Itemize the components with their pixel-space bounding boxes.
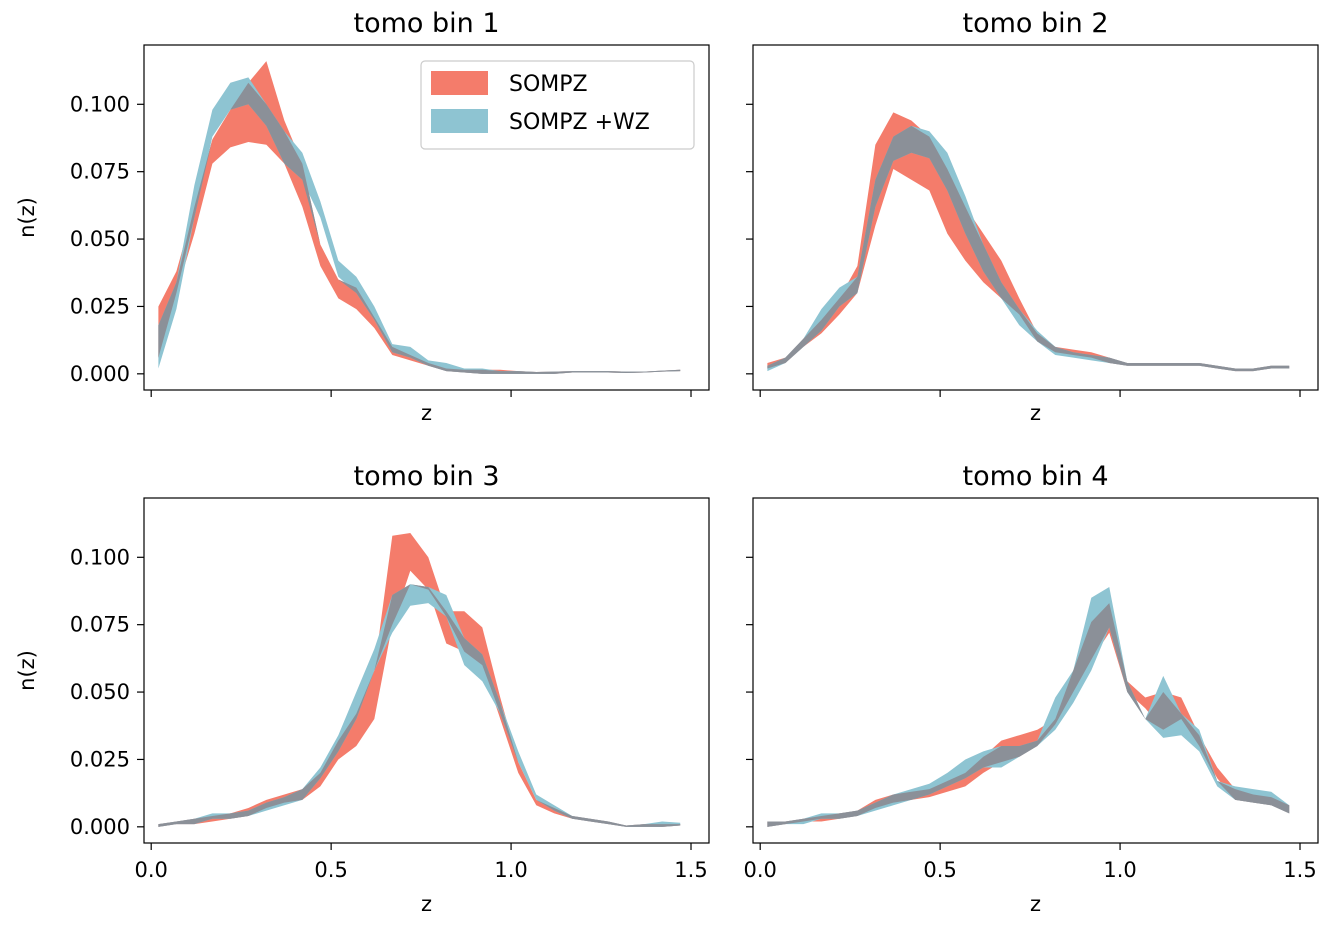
x-axis-label: z: [421, 892, 432, 916]
x-tick-label: 1.5: [1283, 858, 1316, 882]
legend-label: SOMPZ: [509, 72, 588, 97]
panel-3: 0.0 0.5 1.0 1.5 0.000 0.025 0.050 0.075 0.100 tom…: [15, 461, 710, 916]
band-sompz-wz: [158, 584, 681, 827]
x-axis-label: z: [1030, 892, 1041, 916]
panel-title: tomo bin 1: [353, 8, 499, 39]
panel-1: 0.000 0.025 0.050 0.075 0.100 tomo bin 1 z n(z)…: [15, 8, 710, 425]
y-tick-label: 0.025: [70, 294, 130, 318]
plot-frame: [752, 497, 1319, 844]
bands: [158, 61, 681, 374]
y-tick-label: 0.100: [70, 92, 130, 116]
y-tick-label: 0.000: [70, 815, 130, 839]
panel-title: tomo bin 3: [353, 461, 499, 492]
legend: SOMPZ SOMPZ +WZ: [420, 60, 695, 150]
y-tick-label: 0.075: [70, 160, 130, 184]
x-tick-label: 1.0: [494, 858, 527, 882]
y-tick-label: 0.100: [70, 545, 130, 569]
bands: [767, 586, 1290, 827]
x-tick-label: 1.0: [1103, 858, 1136, 882]
legend-swatch: [431, 109, 488, 133]
band-overlap: [767, 603, 1290, 827]
legend-label: SOMPZ +WZ: [509, 110, 650, 135]
y-axis-label: n(z): [15, 650, 39, 691]
panel-4: 0.0 0.5 1.0 1.5 tomo bin 4 z: [743, 461, 1319, 916]
y-axis-label: n(z): [15, 197, 39, 238]
y-tick-label: 0.050: [70, 680, 130, 704]
x-tick-label: 0.0: [743, 858, 776, 882]
bands: [767, 112, 1290, 372]
band-sompz: [158, 533, 681, 827]
y-tick-label: 0.050: [70, 227, 130, 251]
band-overlap: [158, 584, 681, 827]
x-tick-label: 0.5: [923, 858, 956, 882]
x-axis-label: z: [1030, 401, 1041, 425]
band-sompz-wz: [767, 586, 1290, 827]
plot-frame: [143, 44, 710, 391]
x-tick-label: 1.5: [674, 858, 707, 882]
plot-frame: [143, 497, 710, 844]
panel-title: tomo bin 4: [962, 461, 1108, 492]
bands: [158, 533, 681, 827]
band-sompz-wz: [767, 125, 1290, 372]
band-overlap: [767, 125, 1290, 372]
y-tick-label: 0.075: [70, 613, 130, 637]
panel-title: tomo bin 2: [962, 8, 1108, 39]
legend-box: [420, 60, 695, 150]
x-tick-label: 0.5: [314, 858, 347, 882]
panel-2: tomo bin 2 z: [746, 8, 1319, 425]
band-sompz: [767, 112, 1290, 372]
y-tick-label: 0.025: [70, 747, 130, 771]
plot-frame: [752, 44, 1319, 391]
x-tick-label: 0.0: [134, 858, 167, 882]
x-axis-label: z: [421, 401, 432, 425]
band-sompz: [767, 603, 1290, 827]
band-overlap: [158, 82, 681, 374]
y-tick-label: 0.000: [70, 362, 130, 386]
legend-swatch: [431, 71, 488, 95]
